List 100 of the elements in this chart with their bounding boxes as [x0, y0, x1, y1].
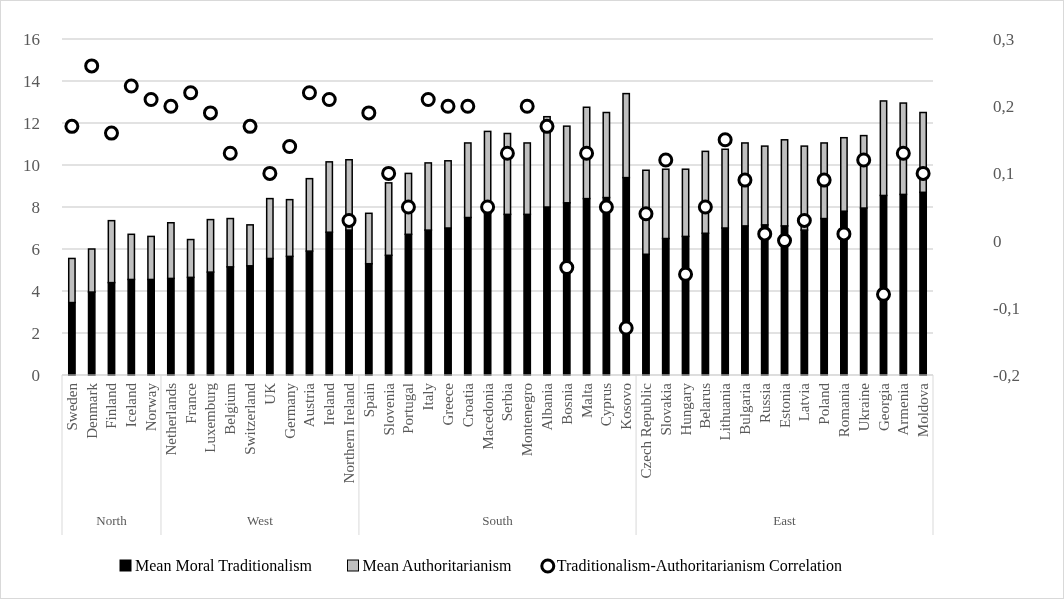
point: [519, 98, 535, 114]
y2-tick-label: 0,2: [993, 97, 1015, 117]
y-tick-label: 6: [31, 239, 40, 259]
point: [559, 259, 575, 275]
point: [618, 320, 634, 336]
x-tick-label: Northern Ireland: [341, 382, 358, 484]
point: [420, 91, 436, 107]
point: [697, 199, 713, 215]
legend-label: Traditionalism-Authoritarianism Correlation: [556, 557, 842, 574]
y2-tick-label: 0,1: [993, 164, 1015, 184]
y-tick-label: 0: [31, 365, 40, 385]
point: [895, 145, 911, 161]
point: [361, 105, 377, 121]
y-tick-label: 12: [23, 113, 40, 133]
legend-label: Mean Authoritarianism: [362, 557, 512, 574]
point: [163, 98, 179, 114]
point: [499, 145, 515, 161]
point: [737, 172, 753, 188]
x-tick-label: Norway: [143, 382, 160, 432]
y2-tick-label: 0,3: [993, 29, 1015, 49]
x-tick-label: France: [182, 382, 199, 424]
x-tick-label: Macedonia: [479, 382, 496, 450]
point: [480, 199, 496, 215]
x-tick-label: Austria: [301, 382, 318, 428]
x-tick-label: Greece: [440, 382, 457, 426]
point: [658, 152, 674, 168]
point: [460, 98, 476, 114]
point: [579, 145, 595, 161]
x-tick-label: Latvia: [796, 382, 813, 422]
x-tick-label: Ukraine: [855, 382, 872, 432]
x-tick-label: Finland: [103, 382, 120, 429]
point: [301, 85, 317, 101]
point: [103, 125, 119, 141]
point: [777, 233, 793, 249]
point: [123, 78, 139, 94]
x-tick-label: Moldova: [915, 382, 932, 438]
point: [836, 226, 852, 242]
point: [143, 91, 159, 107]
x-tick-label: Poland: [816, 382, 833, 425]
x-tick-label: Albania: [538, 382, 555, 431]
x-tick-label: Kosovo: [618, 383, 635, 430]
x-tick-label: Ireland: [321, 382, 338, 426]
legend-label: Mean Moral Traditionalism: [135, 557, 313, 574]
point: [222, 145, 238, 161]
x-tick-label: Armenia: [895, 382, 912, 436]
x-tick-label: Russia: [756, 382, 773, 424]
x-tick-label: Malta: [578, 382, 595, 418]
x-tick-label: Belarus: [697, 382, 714, 429]
x-tick-label: Switzerland: [242, 382, 259, 455]
point: [183, 85, 199, 101]
x-tick-label: Czech Republic: [637, 382, 654, 479]
point: [539, 118, 555, 134]
y2-tick-label: -0,1: [993, 298, 1020, 318]
x-tick-label: Slovenia: [380, 382, 397, 436]
x-tick-label: Netherlands: [162, 382, 179, 456]
point: [796, 212, 812, 228]
point: [202, 105, 218, 121]
x-tick-label: Spain: [360, 382, 377, 418]
x-tick-label: Serbia: [499, 382, 516, 422]
x-tick-label: Hungary: [677, 382, 694, 436]
point: [381, 165, 397, 181]
text: West: [247, 513, 274, 528]
point: [915, 165, 931, 181]
point: [262, 165, 278, 181]
x-tick-label: Montenegro: [519, 383, 536, 457]
x-tick-label: UK: [261, 382, 278, 405]
x-tick-label: Portugal: [400, 383, 417, 434]
y-tick-label: 16: [23, 29, 40, 49]
x-tick-label: Bulgaria: [736, 382, 753, 435]
y2-tick-label: -0,2: [993, 365, 1020, 385]
text: North: [96, 513, 128, 528]
point: [321, 91, 337, 107]
point: [341, 212, 357, 228]
point: [757, 226, 773, 242]
text: South: [482, 513, 514, 528]
x-tick-label: Italy: [420, 382, 437, 411]
text: East: [773, 513, 797, 528]
x-tick-label: Sweden: [63, 382, 80, 431]
point: [598, 199, 614, 215]
point: [440, 98, 456, 114]
point: [400, 199, 416, 215]
point: [816, 172, 832, 188]
point: [64, 118, 80, 134]
x-tick-label: Cyprus: [598, 382, 615, 427]
point: [856, 152, 872, 168]
y-tick-label: 8: [31, 197, 40, 217]
point: [282, 139, 298, 155]
x-tick-label: Croatia: [459, 382, 476, 428]
point: [678, 266, 694, 282]
point: [717, 132, 733, 148]
y-tick-label: 2: [31, 323, 40, 343]
x-tick-label: Slovakia: [657, 382, 674, 436]
x-tick-label: Germany: [281, 382, 298, 439]
x-tick-label: Denmark: [83, 382, 100, 439]
x-tick-label: Lithuania: [717, 382, 734, 441]
y-tick-label: 4: [31, 281, 41, 301]
point: [242, 118, 258, 134]
x-tick-label: Belgium: [222, 382, 239, 435]
x-tick-label: Georgia: [875, 382, 892, 432]
point: [876, 286, 892, 302]
